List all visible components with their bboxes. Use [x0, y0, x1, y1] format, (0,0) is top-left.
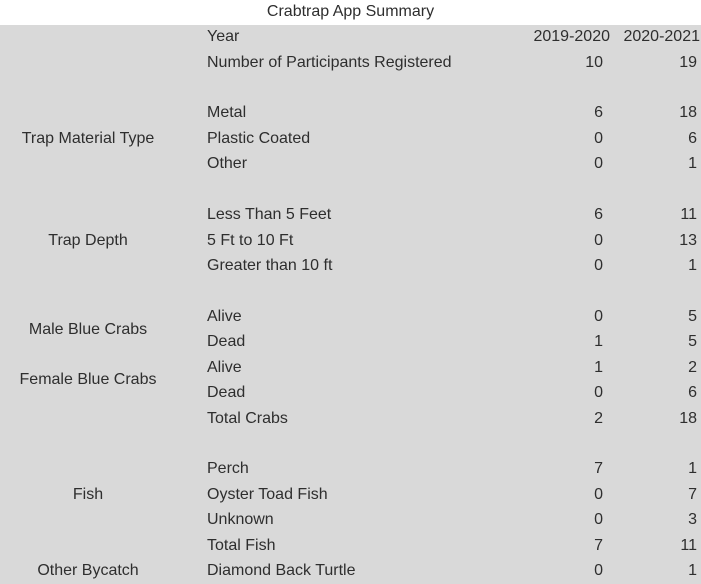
- value-cell: 7: [594, 536, 603, 554]
- value-cell: 11: [680, 206, 697, 224]
- value-cell: 6: [688, 129, 697, 147]
- value-cell: 0: [594, 511, 603, 529]
- value-cell: 1: [688, 562, 697, 580]
- value-cell: 0: [594, 257, 603, 274]
- item-label: Dead: [207, 384, 246, 402]
- item-label: Dead: [207, 333, 246, 351]
- item-label: Other: [207, 155, 248, 173]
- item-label: Less Than 5 Feet: [207, 206, 332, 224]
- value-cell: 2: [594, 409, 603, 427]
- category-label: Trap Material Type: [21, 129, 155, 147]
- value-cell: 1: [688, 155, 697, 173]
- year-column-header: 2019-2020: [533, 28, 610, 46]
- item-label: Total Fish: [207, 536, 276, 554]
- value-cell: 1: [594, 333, 603, 351]
- item-label: Diamond Back Turtle: [207, 562, 356, 580]
- value-cell: 19: [679, 53, 697, 71]
- value-cell: 5: [688, 333, 697, 351]
- value-cell: 0: [594, 231, 603, 249]
- year-row-label: Year: [207, 28, 240, 46]
- item-label: Oyster Toad Fish: [207, 485, 328, 503]
- value-cell: 7: [594, 460, 603, 478]
- value-cell: 18: [679, 104, 697, 122]
- category-label: Male Blue Crabs: [28, 320, 148, 338]
- item-label: Perch: [207, 460, 249, 478]
- item-label: Metal: [207, 104, 247, 122]
- value-cell: 11: [680, 536, 697, 554]
- value-cell: 0: [594, 485, 603, 503]
- category-label: Other Bycatch: [37, 562, 139, 580]
- category-label: Trap Depth: [48, 231, 128, 249]
- value-cell: 1: [594, 358, 603, 376]
- value-cell: 0: [594, 562, 603, 580]
- value-cell: 2: [688, 358, 697, 376]
- item-label: Greater than 10 ft: [207, 257, 333, 274]
- item-label: Number of Participants Registered: [207, 53, 452, 71]
- category-label: Female Blue Crabs: [19, 371, 157, 389]
- value-cell: 7: [688, 485, 697, 503]
- value-cell: 6: [594, 104, 603, 122]
- value-cell: 0: [594, 384, 603, 402]
- page-title: Crabtrap App Summary: [0, 0, 701, 25]
- item-label: Plastic Coated: [207, 129, 311, 147]
- value-cell: 3: [688, 511, 697, 529]
- value-cell: 13: [679, 231, 697, 249]
- item-label: Total Crabs: [207, 409, 288, 427]
- item-label: Alive: [207, 358, 242, 376]
- value-cell: 5: [688, 307, 697, 325]
- value-cell: 0: [594, 129, 603, 147]
- value-cell: 0: [594, 155, 603, 173]
- value-cell: 6: [688, 384, 697, 402]
- year-column-header: 2020-2021: [623, 28, 700, 46]
- value-cell: 18: [679, 409, 697, 427]
- value-cell: 0: [594, 307, 603, 325]
- value-cell: 1: [688, 257, 697, 274]
- item-label: 5 Ft to 10 Ft: [207, 231, 294, 249]
- value-cell: 1: [688, 460, 697, 478]
- item-label: Unknown: [207, 511, 274, 529]
- value-cell: 10: [585, 53, 603, 71]
- item-label: Alive: [207, 307, 242, 325]
- category-label: Fish: [72, 485, 104, 503]
- value-cell: 6: [594, 206, 603, 224]
